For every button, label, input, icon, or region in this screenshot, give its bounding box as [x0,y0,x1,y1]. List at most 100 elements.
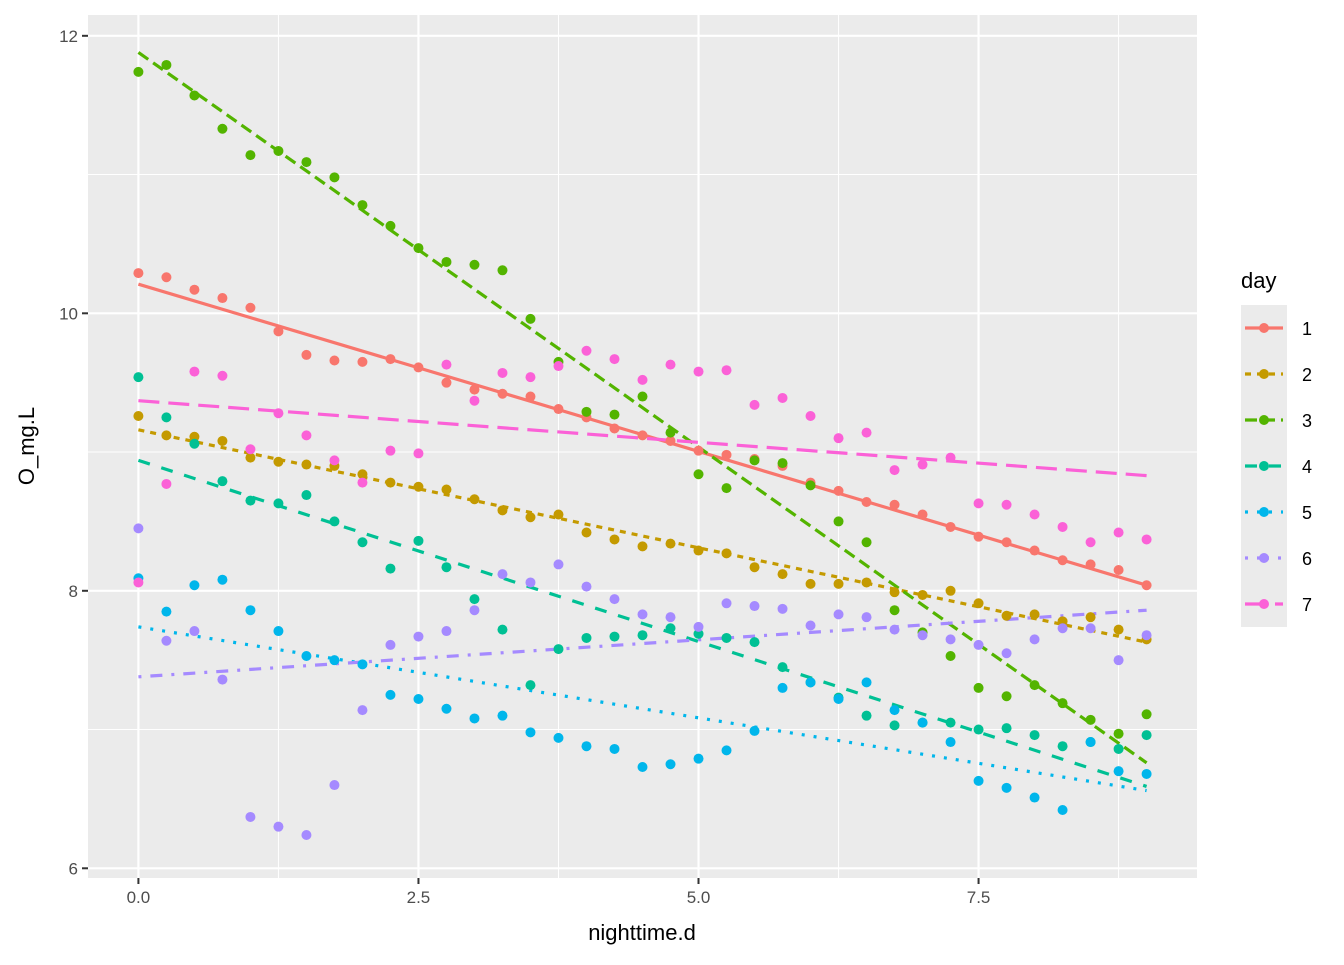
data-point-day-5 [945,737,956,748]
data-point-day-2 [945,585,956,596]
legend-key-point-day-5 [1259,507,1269,517]
data-point-day-3 [273,145,284,156]
data-point-day-2 [665,538,676,549]
data-point-day-7 [973,498,984,509]
data-point-day-3 [413,243,424,254]
data-point-day-2 [385,477,396,488]
data-point-day-4 [945,717,956,728]
data-point-day-1 [609,423,620,434]
data-point-day-6 [1085,623,1096,634]
data-point-day-7 [833,433,844,444]
data-point-day-6 [805,620,816,631]
data-point-day-2 [553,509,564,520]
data-point-day-2 [721,548,732,559]
data-point-day-3 [525,313,536,324]
data-point-day-6 [945,634,956,645]
data-point-day-3 [945,651,956,662]
data-point-day-6 [357,705,368,716]
data-point-day-4 [301,490,312,501]
data-point-day-2 [581,527,592,538]
data-point-day-3 [777,458,788,469]
data-point-day-6 [273,821,284,832]
data-point-day-6 [721,598,732,609]
data-point-day-1 [329,355,340,366]
data-point-day-4 [245,495,256,506]
data-point-day-4 [1113,743,1124,754]
data-point-day-1 [469,384,480,395]
data-point-day-5 [413,694,424,705]
fit-line-day-4 [137,458,1148,788]
legend-key-point-day-2 [1259,369,1269,379]
data-point-day-1 [217,293,228,304]
data-point-day-2 [441,484,452,495]
data-point-day-3 [469,259,480,270]
data-point-day-1 [1141,580,1152,591]
y-axis-label: O_mg.L [14,407,39,485]
data-point-day-2 [805,578,816,589]
data-point-day-4 [469,594,480,605]
data-point-day-4 [861,710,872,721]
axes: 0.0 2.5 5.0 7.5 6 8 10 12 [59,27,990,907]
legend-key-point-day-7 [1259,599,1269,609]
data-point-day-5 [357,659,368,670]
data-point-day-1 [721,449,732,460]
data-point-day-3 [973,682,984,693]
data-point-day-6 [581,581,592,592]
data-point-day-3 [665,427,676,438]
data-point-day-3 [357,200,368,211]
data-point-day-4 [525,680,536,691]
data-point-day-6 [777,603,788,614]
data-point-day-6 [385,639,396,650]
data-point-day-2 [777,569,788,580]
legend: day 1 2 3 4 5 6 7 [1241,268,1312,627]
data-point-day-4 [385,563,396,574]
data-point-day-3 [1085,714,1096,725]
data-point-day-2 [189,431,200,442]
legend-key-point-day-3 [1259,415,1269,425]
data-point-day-3 [833,516,844,527]
data-point-day-4 [329,516,340,527]
data-point-day-1 [1057,555,1068,566]
data-point-day-1 [161,272,172,283]
data-point-day-4 [217,476,228,487]
data-point-day-7 [245,444,256,455]
data-point-day-7 [889,465,900,476]
data-point-day-7 [357,477,368,488]
data-point-day-2 [693,545,704,556]
data-point-day-1 [973,531,984,542]
data-point-day-5 [889,705,900,716]
data-point-day-3 [497,265,508,276]
data-point-day-6 [1141,630,1152,641]
data-point-day-6 [693,621,704,632]
data-point-day-7 [413,448,424,459]
data-point-day-3 [721,483,732,494]
data-point-day-5 [217,574,228,585]
data-point-day-6 [861,612,872,623]
data-point-day-7 [189,366,200,377]
data-point-day-2 [413,481,424,492]
data-point-day-3 [1057,698,1068,709]
data-point-day-5 [777,682,788,693]
data-point-day-3 [217,123,228,134]
data-point-day-4 [1141,730,1152,741]
legend-key-point-day-1 [1259,323,1269,333]
data-point-day-5 [693,753,704,764]
data-point-day-1 [301,349,312,360]
data-point-day-6 [973,639,984,650]
data-point-day-5 [665,759,676,770]
data-point-day-2 [917,589,928,600]
data-point-day-6 [637,609,648,620]
data-point-day-7 [1085,537,1096,548]
data-point-day-6 [553,559,564,570]
data-point-day-7 [469,395,480,406]
data-point-day-1 [413,362,424,373]
data-point-day-6 [1029,634,1040,645]
data-point-day-7 [777,392,788,403]
data-point-day-7 [441,359,452,370]
data-point-day-3 [749,455,760,466]
data-point-day-5 [861,677,872,688]
data-point-day-5 [637,762,648,773]
data-point-day-2 [273,456,284,467]
